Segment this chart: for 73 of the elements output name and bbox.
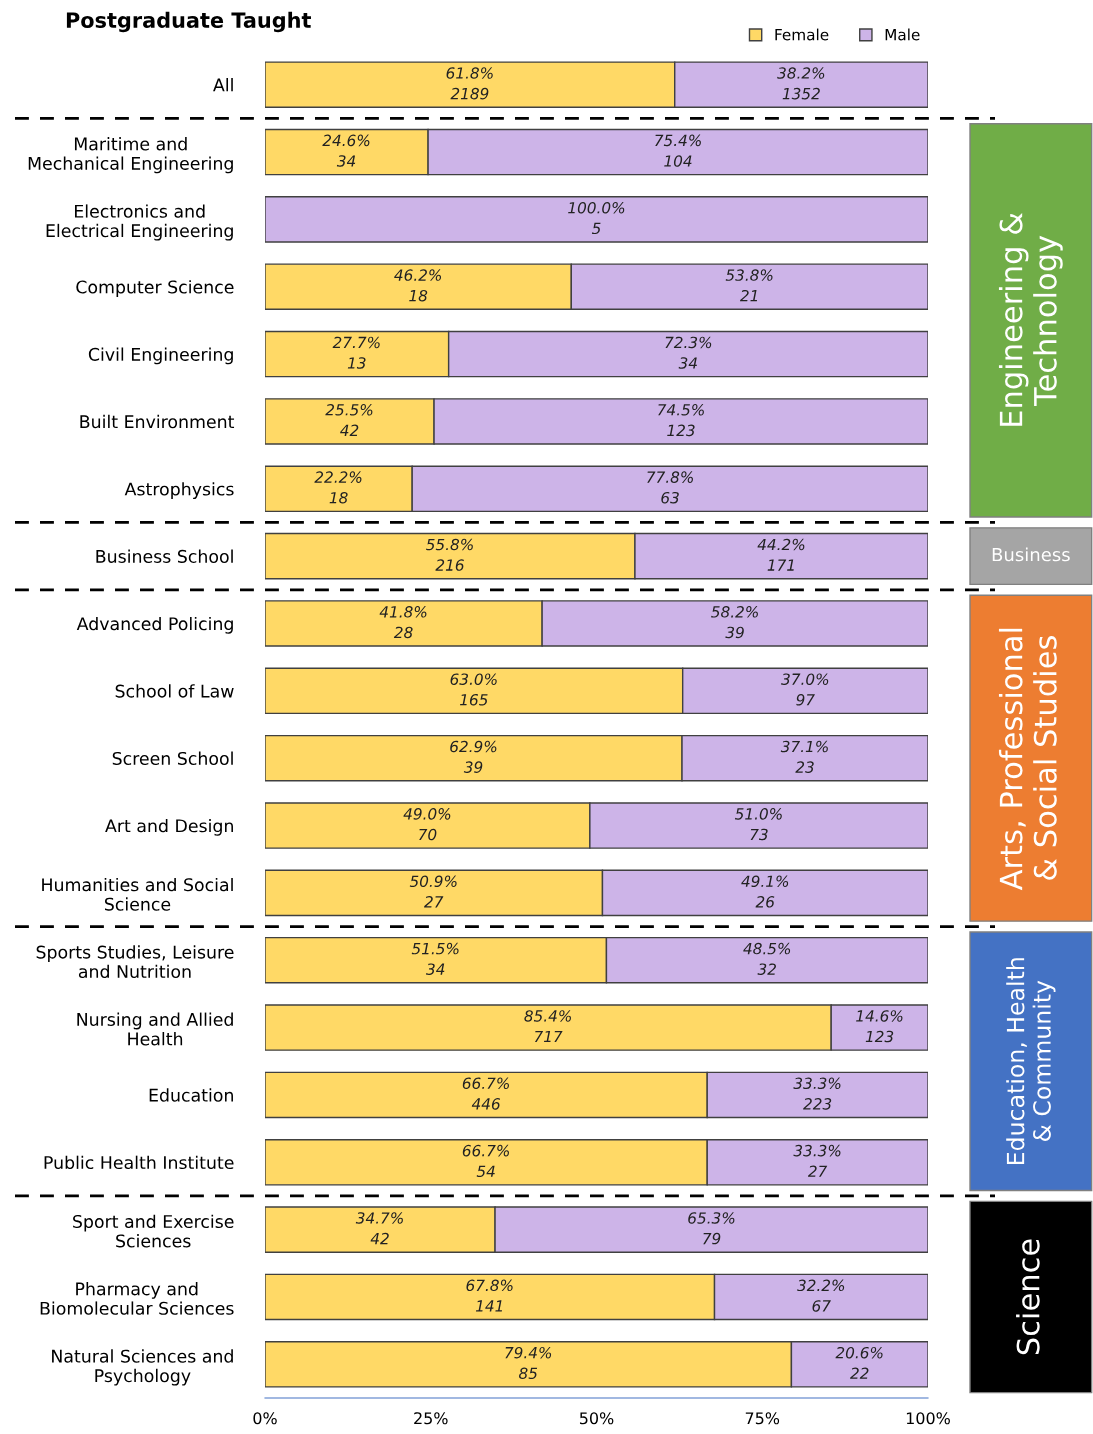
data-label: 67.8% 141 xyxy=(466,1279,513,1312)
y-tick-label: Screen School xyxy=(112,751,233,766)
legend-label: Female xyxy=(775,28,829,41)
text: Business xyxy=(992,547,1070,562)
y-tick-label: All xyxy=(213,78,233,92)
data-label: 33.3% 223 xyxy=(793,1077,841,1110)
data-label: 25.5% 42 xyxy=(325,404,373,436)
data-label: 38.2% 1352 xyxy=(777,67,825,100)
data-label: 61.8% 2189 xyxy=(446,67,493,100)
data-label: 62.9% 39 xyxy=(450,740,497,773)
x-tick-label: 100% xyxy=(906,1412,950,1425)
data-label: 24.6% 34 xyxy=(322,134,370,167)
data-label: 22.2% 18 xyxy=(314,471,362,504)
data-label: 74.5% 123 xyxy=(658,404,704,437)
data-label: 49.0% 70 xyxy=(403,808,451,841)
data-label: 72.3% 34 xyxy=(665,336,712,369)
y-tick-label: Business School xyxy=(96,549,233,563)
y-tick-label: Art and Design xyxy=(105,818,233,836)
y-tick-label: Maritime and Mechanical Engineering xyxy=(28,137,233,174)
x-tick-label: 75% xyxy=(745,1412,780,1425)
y-tick-label: School of Law xyxy=(115,684,234,698)
data-label: 66.7% 54 xyxy=(462,1144,509,1177)
chart-title: Postgraduate Taught xyxy=(66,11,311,33)
data-label: 100.0% 5 xyxy=(568,201,625,235)
data-label: 79.4% 85 xyxy=(505,1346,552,1380)
y-tick-label: Humanities and Social Science xyxy=(42,877,233,911)
data-label: 63.0% 165 xyxy=(450,673,497,706)
data-label: 37.1% 23 xyxy=(780,740,828,773)
data-label: 46.2% 18 xyxy=(394,269,442,302)
bar xyxy=(265,196,928,243)
data-label: 33.3% 27 xyxy=(793,1144,841,1177)
data-label: 27.7% 13 xyxy=(332,336,380,369)
data-label: 53.8% 21 xyxy=(725,269,773,302)
data-label: 50.9% 27 xyxy=(409,875,457,908)
y-tick-label: Astrophysics xyxy=(124,482,234,499)
data-label: 51.5% 34 xyxy=(411,942,459,975)
y-tick-label: Advanced Policing xyxy=(76,616,233,634)
y-tick-label: Nursing and Allied Health xyxy=(77,1012,233,1046)
y-tick-label: Sport and Exercise Sciences xyxy=(73,1214,234,1248)
data-label: 32.2% 67 xyxy=(797,1279,845,1312)
data-label: 77.8% 63 xyxy=(647,471,693,504)
data-label: 75.4% 104 xyxy=(655,134,701,167)
data-label: 49.1% 26 xyxy=(741,875,789,908)
data-label: 34.7% 42 xyxy=(355,1212,403,1245)
data-label: 55.8% 216 xyxy=(426,538,473,571)
data-label: 65.3% 79 xyxy=(688,1212,735,1245)
text: Science xyxy=(1016,1239,1040,1355)
y-tick-label: Civil Engineering xyxy=(88,347,233,365)
x-tick-label: 50% xyxy=(579,1412,614,1425)
data-label: 41.8% 28 xyxy=(379,606,427,639)
data-label: 66.7% 446 xyxy=(462,1077,509,1110)
data-label: 44.2% 171 xyxy=(757,538,805,571)
text: Engineering & Technology xyxy=(998,212,1063,426)
y-tick-label: Public Health Institute xyxy=(44,1155,234,1170)
y-tick-label: Sports Studies, Leisure and Nutrition xyxy=(36,945,234,979)
data-label: 14.6% 123 xyxy=(856,1010,903,1043)
data-label: 48.5% 32 xyxy=(743,942,791,975)
text: Arts, Professional & Social Studies xyxy=(998,628,1057,891)
y-tick-label: Computer Science xyxy=(76,280,234,297)
x-tick-label: 25% xyxy=(414,1412,448,1425)
y-tick-label: Education xyxy=(149,1088,233,1102)
y-tick-label: Pharmacy and Biomolecular Sciences xyxy=(40,1281,234,1315)
x-tick-label: 0% xyxy=(253,1412,277,1425)
data-label: 85.4% 717 xyxy=(524,1010,571,1043)
y-tick-label: Electronics and Electrical Engineering xyxy=(46,204,233,241)
data-label: 20.6% 22 xyxy=(835,1346,883,1379)
data-label: 51.0% 73 xyxy=(734,808,782,841)
y-tick-label: Built Environment xyxy=(80,414,235,429)
legend-label: Male xyxy=(885,28,920,41)
data-label: 58.2% 39 xyxy=(711,606,758,639)
data-label: 37.0% 97 xyxy=(781,673,829,706)
y-tick-label: Natural Sciences and Psychology xyxy=(52,1349,233,1386)
text: Education, Health & Community xyxy=(1006,958,1056,1164)
